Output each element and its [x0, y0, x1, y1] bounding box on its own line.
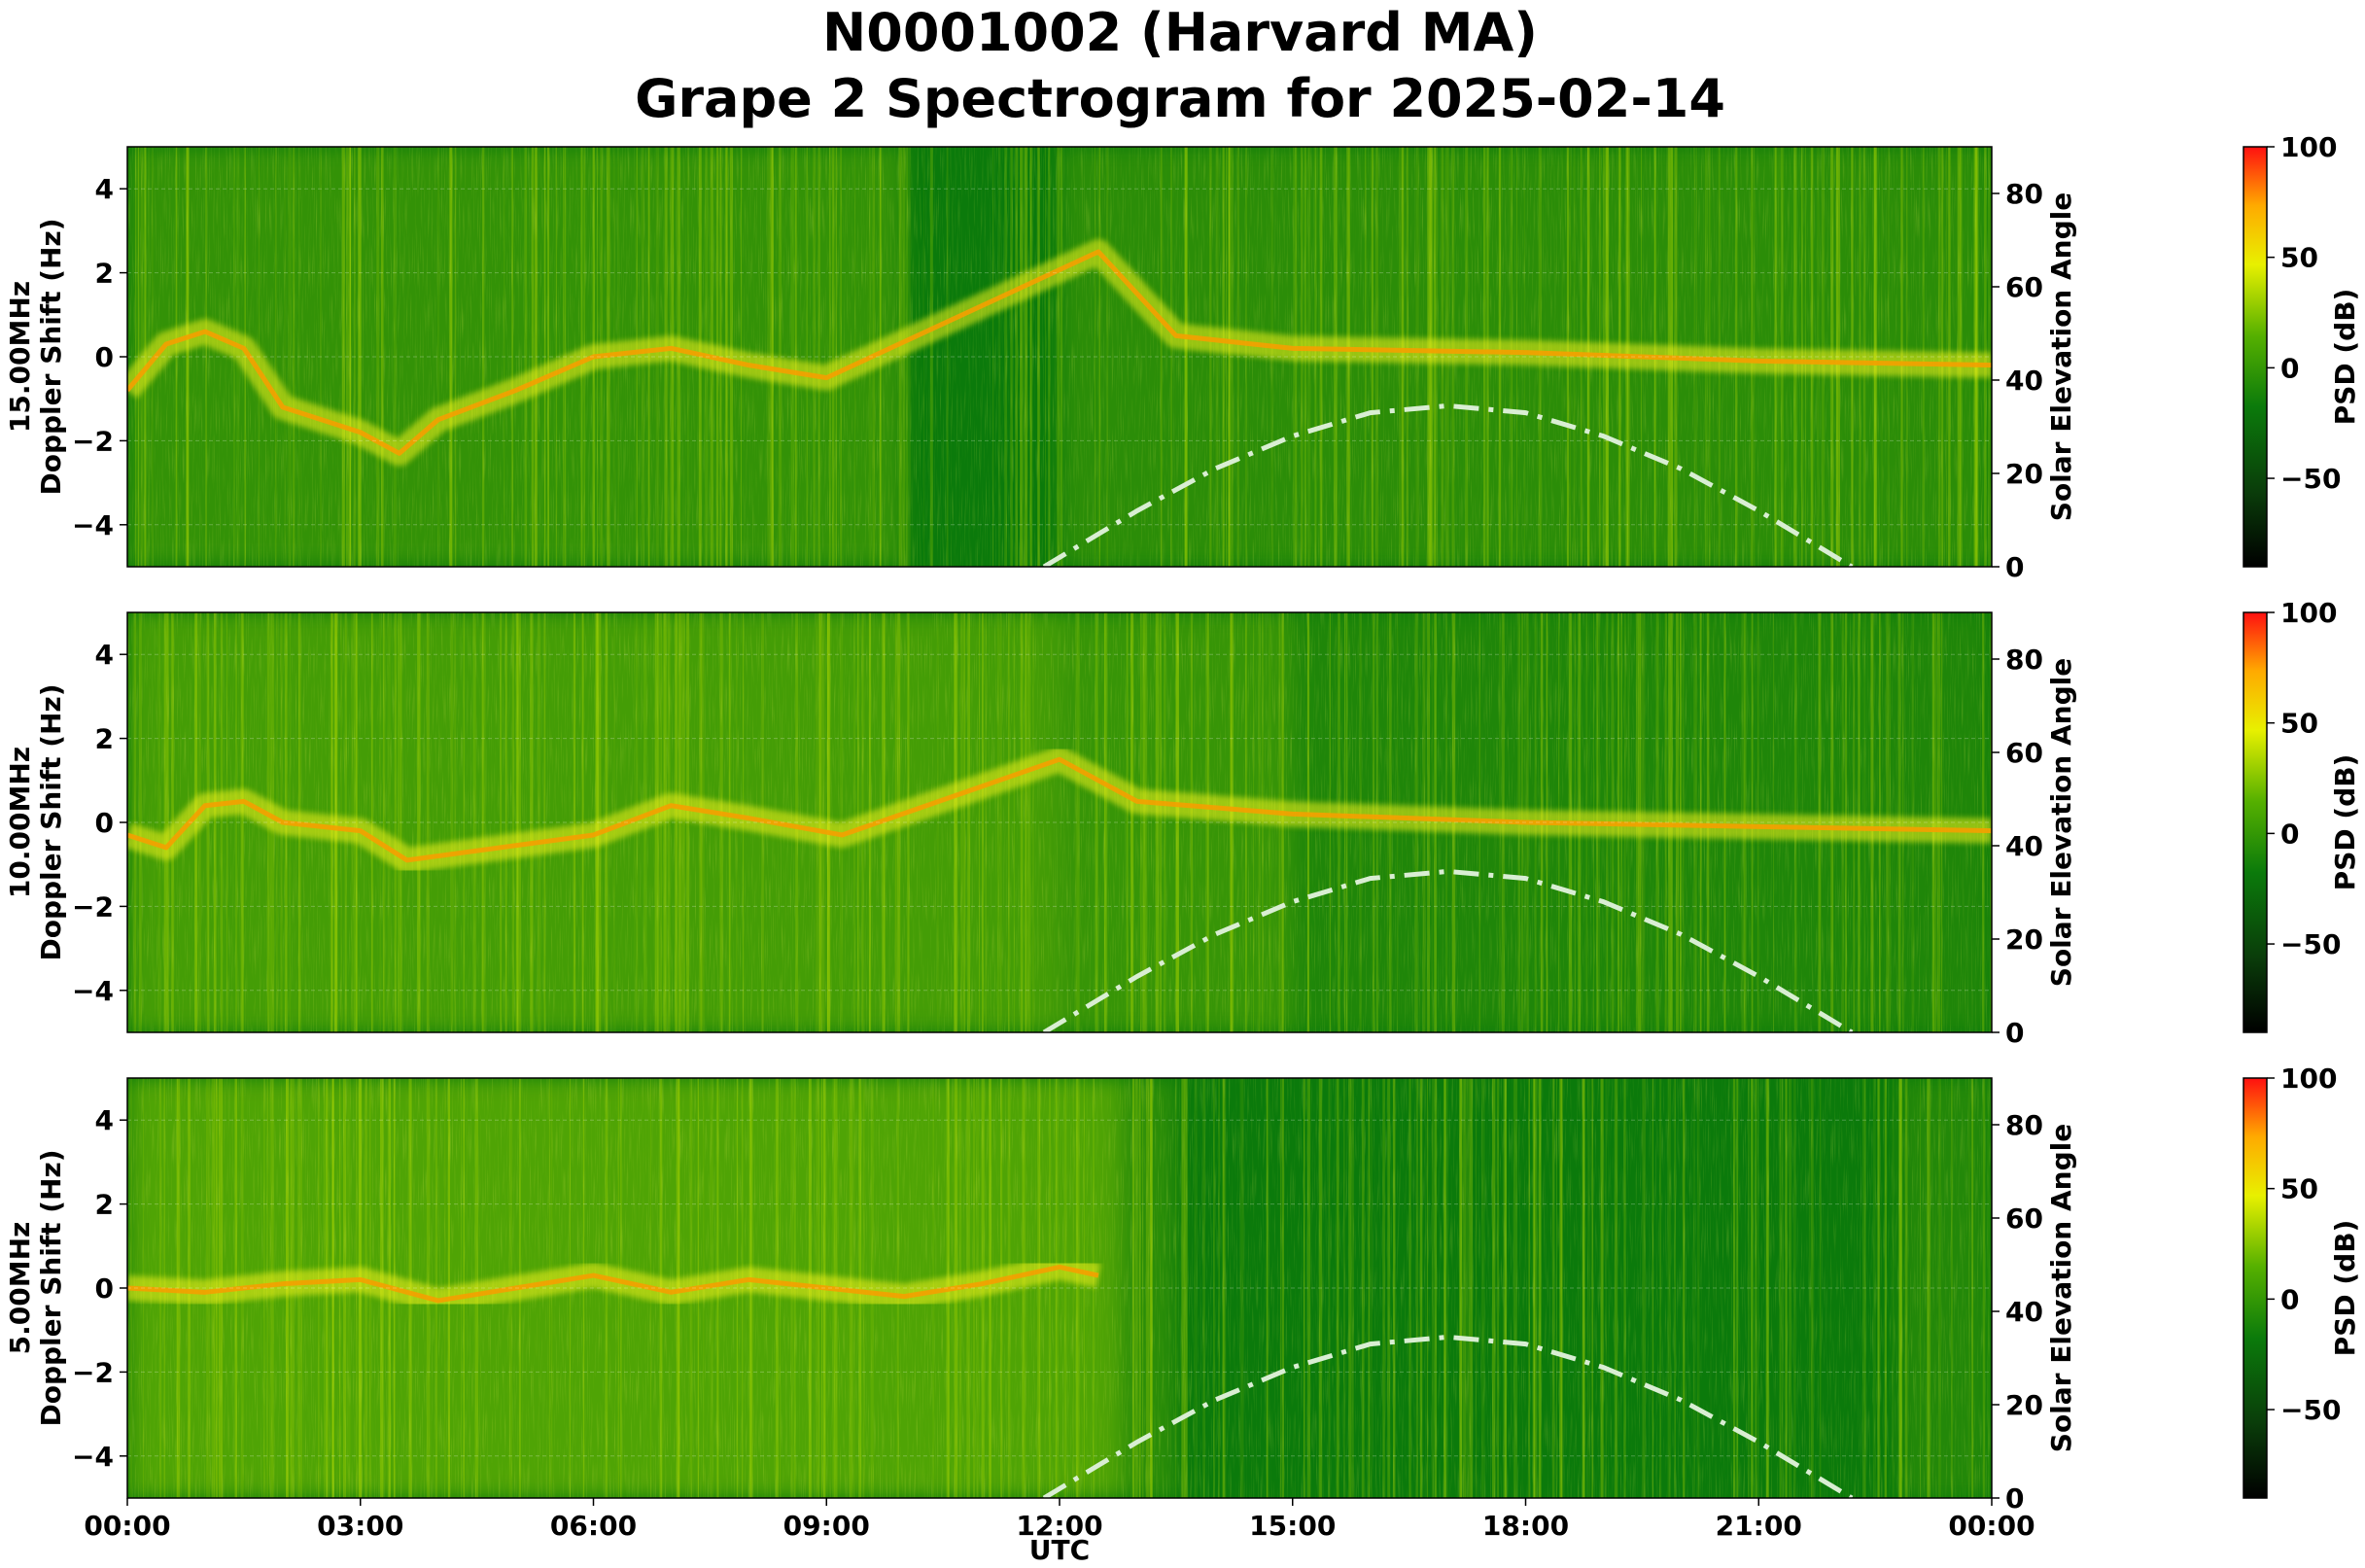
- y2-tick-label: 60: [2005, 1202, 2043, 1235]
- y-tick-label: 4: [95, 173, 114, 205]
- y-tick-label: 0: [95, 1272, 114, 1305]
- y-axis-label-doppler: Doppler Shift (Hz): [35, 1149, 67, 1426]
- y-tick-label: −2: [72, 1356, 114, 1388]
- y2-tick-label: 80: [2005, 1109, 2043, 1141]
- colorbar-label: PSD (dB): [2329, 754, 2361, 891]
- y-tick-label: 4: [95, 1104, 114, 1136]
- colorbar-tick-label: −50: [2280, 1394, 2341, 1426]
- colorbar-tick-label: 50: [2280, 1173, 2318, 1205]
- y-tick-label: 2: [95, 723, 114, 755]
- colorbar-gradient: [2243, 611, 2268, 1033]
- x-tick-label: 12:00: [1016, 1510, 1102, 1542]
- y2-tick-label: 60: [2005, 737, 2043, 769]
- y-tick-label: −2: [72, 890, 114, 923]
- solar-elevation-curve: [1042, 402, 1854, 567]
- y2-tick-label: 20: [2005, 923, 2043, 956]
- y2-tick-label: 0: [2005, 551, 2024, 583]
- x-tick-label: 21:00: [1716, 1510, 1802, 1542]
- y-axis-label-frequency: 5.00MHz: [4, 1222, 36, 1355]
- y-tick-label: 2: [95, 1189, 114, 1221]
- y2-tick-label: 0: [2005, 1482, 2024, 1515]
- y2-tick-label: 40: [2005, 830, 2043, 862]
- y-axis-label-doppler: Doppler Shift (Hz): [35, 218, 67, 495]
- figure-title-line2: Grape 2 Spectrogram for 2025-02-14: [635, 68, 1725, 129]
- colorbar-tick-label: 50: [2280, 242, 2318, 274]
- colorbar: 100 50 0 −50 PSD (dB): [2243, 597, 2361, 1033]
- y2-tick-label: 20: [2005, 458, 2043, 490]
- y-axis-label-frequency: 10.00MHz: [4, 747, 36, 898]
- x-tick-label: 06:00: [550, 1510, 637, 1542]
- y-tick-label: −2: [72, 425, 114, 457]
- y-tick-label: −4: [72, 509, 114, 541]
- y2-tick-label: 80: [2005, 644, 2043, 676]
- y2-tick-label: 0: [2005, 1017, 2024, 1049]
- y-tick-label: 4: [95, 639, 114, 671]
- figure-title-line1: N0001002 (Harvard MA): [822, 2, 1538, 63]
- x-axis-label: UTC: [1029, 1534, 1090, 1566]
- x-tick-label: 00:00: [84, 1510, 170, 1542]
- x-axis: 00:00 03:00 06:00 09:00 12:00 15:00 18:00 21:00…: [84, 1498, 2035, 1542]
- x-tick-label: 15:00: [1249, 1510, 1336, 1542]
- colorbar-tick-label: 0: [2280, 818, 2299, 850]
- colorbar-tick-label: 100: [2280, 597, 2337, 629]
- colorbar-tick-label: −50: [2280, 928, 2341, 960]
- y2-axis-label: Solar Elevation Angle: [2045, 1124, 2077, 1452]
- doppler-trace: [127, 756, 1992, 863]
- y2-axis-label: Solar Elevation Angle: [2045, 192, 2077, 521]
- colorbar-tick-label: 100: [2280, 1063, 2337, 1095]
- y2-tick-label: 80: [2005, 178, 2043, 210]
- colorbar-gradient: [2243, 1077, 2268, 1499]
- spectrogram-area: [127, 1078, 1992, 1498]
- y-tick-label: 0: [95, 807, 114, 839]
- y2-tick-label: 40: [2005, 365, 2043, 397]
- colorbar-tick-label: 0: [2280, 352, 2299, 384]
- y-tick-label: 0: [95, 341, 114, 373]
- colorbar-tick-label: −50: [2280, 463, 2341, 495]
- colorbar: 100 50 0 −50 PSD (dB): [2243, 131, 2361, 568]
- colorbar: 100 50 0 −50 PSD (dB): [2243, 1063, 2361, 1499]
- y-tick-label: −4: [72, 1441, 114, 1473]
- y-tick-label: −4: [72, 975, 114, 1007]
- spectrogram-area: [127, 147, 1992, 567]
- y2-tick-label: 20: [2005, 1389, 2043, 1421]
- doppler-trace: [127, 1264, 1099, 1304]
- colorbar-label: PSD (dB): [2329, 1220, 2361, 1357]
- solar-elevation-curve: [1042, 868, 1854, 1032]
- colorbar-label: PSD (dB): [2329, 289, 2361, 426]
- colorbar-tick-label: 50: [2280, 708, 2318, 740]
- colorbar-tick-label: 100: [2280, 131, 2337, 163]
- colorbar-gradient: [2243, 146, 2268, 568]
- x-tick-label: 18:00: [1482, 1510, 1569, 1542]
- x-tick-label: 03:00: [317, 1510, 403, 1542]
- solar-elevation-curve: [1042, 1334, 1854, 1498]
- colorbar-tick-label: 0: [2280, 1283, 2299, 1315]
- x-tick-label: 09:00: [783, 1510, 870, 1542]
- y2-axis-label: Solar Elevation Angle: [2045, 658, 2077, 987]
- y2-tick-label: 40: [2005, 1296, 2043, 1328]
- y-axis-label-doppler: Doppler Shift (Hz): [35, 683, 67, 960]
- y-axis-label-frequency: 15.00MHz: [4, 281, 36, 433]
- doppler-trace: [127, 249, 1992, 456]
- x-tick-label: 00:00: [1948, 1510, 2035, 1542]
- y2-tick-label: 60: [2005, 271, 2043, 303]
- y-tick-label: 2: [95, 258, 114, 290]
- spectrogram-area: [127, 612, 1992, 1032]
